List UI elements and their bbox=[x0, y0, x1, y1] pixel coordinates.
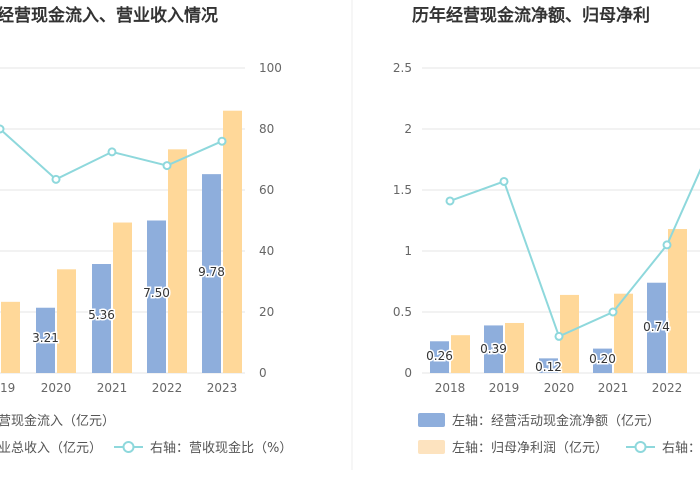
chart2-bar-primary bbox=[484, 325, 503, 373]
chart2-line-point bbox=[445, 196, 455, 206]
chart1-line-point bbox=[0, 124, 5, 134]
chart1-right-tick-label: 60 bbox=[259, 183, 274, 197]
chart1-x-tick-label: 2021 bbox=[97, 381, 128, 395]
chart2-line-point bbox=[554, 331, 564, 341]
chart2-bar-secondary bbox=[614, 293, 633, 373]
chart2-bar-data-label: 0.20 bbox=[589, 352, 616, 366]
chart2-x-tick-label: 2018 bbox=[435, 381, 466, 395]
chart1-line-point bbox=[217, 136, 227, 146]
chart1-series-line bbox=[0, 124, 223, 181]
chart1-bar-secondary bbox=[1, 301, 20, 373]
chart2-x-tick-label: 2022 bbox=[652, 381, 683, 395]
chart2-layer: 0 0.5 1 1.5 2 2.5 2018 2019 2020 2021 2022 0.26 0.39… bbox=[393, 61, 700, 395]
chart2-bar-secondary bbox=[668, 229, 687, 373]
chart1-bar-data-label: 9.78 bbox=[198, 265, 225, 279]
chart2-legend-line-dot bbox=[634, 441, 647, 453]
chart2-left-tick-label: 1.5 bbox=[393, 183, 412, 197]
chart1-x-tick-label: 2023 bbox=[207, 381, 238, 395]
chart1-legend-line-dot bbox=[122, 441, 135, 453]
chart1-bar-primary bbox=[202, 174, 221, 373]
chart1-bar-primary bbox=[147, 220, 166, 373]
chart1-bar-primary bbox=[36, 307, 55, 373]
chart2-x-tick-label: 2020 bbox=[544, 381, 575, 395]
chart2-bar-data-label: 0.39 bbox=[480, 342, 507, 356]
chart2-x-tick-label: 2019 bbox=[489, 381, 520, 395]
chart2-bar-primary bbox=[647, 282, 666, 373]
chart2-legend-swatch-1 bbox=[418, 440, 445, 454]
chart1-bar-data-label: 7.50 bbox=[143, 286, 170, 300]
chart1-x-tick-label: 2019 bbox=[0, 381, 15, 395]
chart2-bar-primary bbox=[593, 348, 612, 373]
chart2-series-line bbox=[449, 168, 700, 338]
chart2-bar-primary bbox=[539, 358, 558, 373]
chart2-left-tick-label: 2 bbox=[404, 122, 412, 136]
chart1-bar-secondary bbox=[113, 222, 132, 373]
chart1-line-point bbox=[162, 161, 172, 171]
chart2-bar-secondary bbox=[505, 322, 524, 373]
chart1-line-point bbox=[107, 147, 117, 157]
chart1-layer: 0204060801002019202020212022202373.215.3… bbox=[0, 61, 282, 395]
chart2-legend-text-0: 左轴：经营活动现金流净额（亿元） bbox=[452, 413, 660, 429]
chart1-right-tick-label: 100 bbox=[259, 61, 282, 75]
chart2-line-point bbox=[608, 307, 618, 317]
chart2-bar-primary bbox=[430, 341, 449, 373]
chart1-bar-secondary bbox=[223, 110, 242, 373]
chart1-line-point bbox=[51, 174, 61, 184]
chart2-legend: 左轴：经营活动现金流净额（亿元） 左轴：归母净利润（亿元） 右轴： bbox=[418, 413, 700, 456]
chart2-left-tick-label: 0.5 bbox=[393, 305, 412, 319]
chart2-bar-data-label: 0.26 bbox=[426, 349, 453, 363]
chart2-line-point bbox=[662, 240, 672, 250]
chart2-left-tick-label: 0 bbox=[404, 366, 412, 380]
chart2-left-tick-label: 2.5 bbox=[393, 61, 412, 75]
chart2-bar-secondary bbox=[451, 335, 470, 373]
chart1-legend-text-1: 业总收入（亿元） bbox=[0, 441, 102, 456]
chart1-bar-secondary bbox=[168, 149, 187, 373]
chart2-bar-data-label: 0.12 bbox=[535, 360, 562, 374]
chart2-legend-text-1: 左轴：归母净利润（亿元） bbox=[452, 441, 608, 456]
chart2-left-tick-label: 1 bbox=[404, 244, 412, 258]
chart1-legend: 营现金流入（亿元） 业总收入（亿元） 右轴：营收现金比（%） bbox=[0, 413, 292, 456]
chart2-bar-data-label: 0.74 bbox=[643, 320, 670, 334]
chart1-bar-secondary bbox=[57, 269, 76, 373]
chart1-bar-primary bbox=[92, 264, 111, 373]
chart1-legend-text-2: 右轴：营收现金比（%） bbox=[150, 440, 292, 456]
chart1-right-tick-label: 0 bbox=[259, 366, 267, 380]
chart2-legend-swatch-0 bbox=[418, 413, 445, 427]
chart1-x-tick-label: 2020 bbox=[41, 381, 72, 395]
chart2-title: 历年经营现金流净额、归母净利 bbox=[412, 5, 650, 26]
chart1-right-tick-label: 80 bbox=[259, 122, 274, 136]
chart1-legend-text-0: 营现金流入（亿元） bbox=[0, 413, 115, 429]
chart1-title: 经营现金流入、营业收入情况 bbox=[0, 5, 218, 26]
chart2-line-point bbox=[499, 176, 509, 186]
chart2-legend-text-2: 右轴： bbox=[662, 441, 700, 456]
chart1-bar-data-label: 5.36 bbox=[88, 308, 115, 322]
chart1-right-tick-label: 20 bbox=[259, 305, 274, 319]
chart1-right-tick-label: 40 bbox=[259, 244, 274, 258]
chart1-x-tick-label: 2022 bbox=[152, 381, 183, 395]
chart2-bar-secondary bbox=[560, 294, 579, 373]
chart1-bar-data-label: 3.21 bbox=[32, 331, 59, 345]
chart2-x-tick-label: 2021 bbox=[598, 381, 629, 395]
